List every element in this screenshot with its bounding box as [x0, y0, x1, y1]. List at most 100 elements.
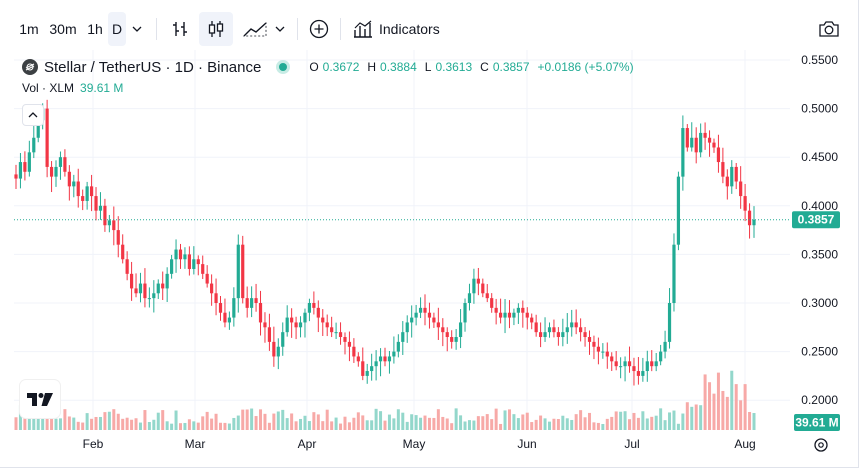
indicators-button[interactable]: Indicators [349, 12, 444, 46]
candle [636, 357, 641, 385]
candle [472, 268, 476, 304]
volume-bar [743, 384, 747, 430]
volume-bar [654, 415, 658, 430]
price-badge-label: 0.3857 [798, 213, 835, 227]
candle [112, 206, 116, 246]
volume-bar [681, 413, 685, 430]
candle [121, 234, 125, 264]
chart-type-chevron-icon[interactable] [271, 12, 289, 46]
candle [307, 298, 312, 322]
volume-bar [18, 405, 22, 430]
interval-d-button[interactable]: D [108, 12, 126, 46]
volume-bar [174, 410, 178, 430]
volume-bar [352, 417, 356, 430]
volume-bar [552, 418, 556, 430]
volume-bar [503, 410, 507, 430]
candle [392, 336, 396, 364]
volume-label[interactable]: Vol · XLM [22, 81, 75, 95]
y-tick-label: 0.2000 [801, 393, 838, 407]
volume-bar [383, 420, 387, 430]
volume-bar [396, 409, 400, 430]
volume-badge-label: 39.61 M [795, 416, 838, 430]
volume-bar [325, 409, 329, 430]
candle [125, 251, 129, 281]
candle [290, 308, 294, 338]
candle [178, 243, 183, 269]
y-tick-label: 0.2500 [801, 345, 838, 359]
candle [370, 353, 374, 381]
volume-bar [739, 400, 743, 430]
camera-icon[interactable] [814, 12, 844, 46]
candle [241, 235, 245, 304]
interval-dropdown-chevron-icon[interactable] [126, 12, 148, 46]
interval-1m-button[interactable]: 1m [19, 21, 39, 37]
volume-bar [232, 417, 236, 430]
volume-bar [663, 420, 667, 430]
volume-bar [507, 409, 511, 430]
candle [725, 169, 729, 200]
volume-bar [263, 413, 267, 430]
volume-badge: 39.61 M [794, 414, 840, 431]
candle [676, 171, 681, 251]
candle [432, 312, 436, 328]
bar-style-icon[interactable] [165, 12, 195, 46]
settings-gear-icon[interactable] [814, 438, 828, 452]
candle [14, 164, 18, 190]
volume-bar [347, 422, 351, 430]
candle [365, 363, 369, 384]
candle [347, 331, 352, 362]
interval-1h-button[interactable]: 1h [87, 21, 103, 37]
candle [98, 192, 103, 220]
candle [614, 351, 618, 371]
volume-bar [414, 415, 418, 430]
candle [232, 287, 236, 327]
area-style-icon[interactable] [239, 12, 271, 46]
volume-bar [716, 372, 720, 430]
interval-30m-button[interactable]: 30m [49, 21, 77, 37]
candle [716, 134, 721, 173]
candle [507, 300, 512, 329]
candle [539, 322, 543, 348]
candle [165, 267, 169, 302]
volume-bar [223, 422, 227, 430]
volume-bar [152, 419, 156, 430]
candle [196, 255, 200, 276]
candle [619, 357, 623, 379]
candle [378, 348, 383, 377]
candle [312, 291, 316, 315]
volume-bar [525, 412, 529, 430]
candle [627, 346, 632, 373]
volume-bar [14, 417, 18, 430]
candle [72, 174, 76, 198]
volume-bar [361, 415, 365, 430]
candle [103, 198, 107, 232]
candle [534, 314, 538, 337]
candle [441, 318, 445, 347]
candle [76, 168, 80, 208]
candle [263, 312, 267, 343]
collapse-legend-button[interactable] [22, 104, 44, 126]
volume-bar [659, 408, 663, 430]
candle [174, 239, 178, 273]
volume-bar [58, 418, 62, 430]
tradingview-logo-icon [27, 393, 53, 406]
candle [129, 261, 134, 301]
volume-bar [156, 412, 160, 430]
volume-bar [201, 416, 205, 430]
volume-bar [370, 420, 374, 430]
volume-bar [450, 423, 454, 430]
candle [654, 352, 658, 372]
candle [281, 322, 285, 356]
symbol-title[interactable]: Stellar / TetherUS · 1D · Binance [44, 58, 262, 76]
candles-style-icon[interactable] [199, 12, 233, 46]
volume-bar [485, 414, 489, 430]
candle [414, 304, 418, 326]
volume-bar [556, 419, 560, 430]
candle [463, 298, 467, 332]
compare-plus-icon[interactable] [306, 12, 332, 46]
volume-bar [521, 414, 525, 430]
tradingview-logo[interactable] [20, 380, 60, 418]
volume-bar [143, 410, 147, 430]
